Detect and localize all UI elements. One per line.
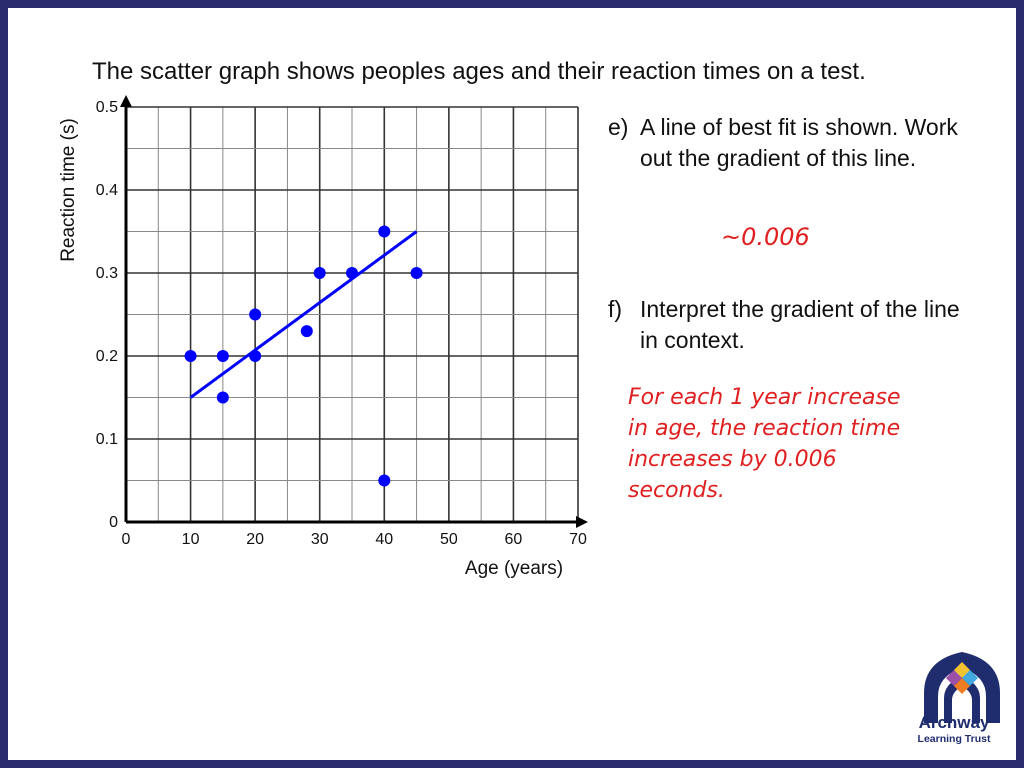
data-point [313, 267, 326, 279]
question-f-text: Interpret the gradient of the line in co… [640, 296, 960, 353]
data-point [378, 474, 391, 487]
data-point [249, 308, 262, 321]
data-point [184, 350, 197, 362]
chart-axes [120, 95, 588, 528]
x-axis-arrow [576, 516, 588, 528]
x-tick-label: 10 [182, 531, 200, 548]
answer-e: ~0.006 [721, 223, 810, 251]
logo-name: Archway [918, 713, 990, 732]
y-axis-arrow [120, 95, 132, 107]
data-points [184, 225, 423, 487]
answer-f-line: For each 1 year increase [628, 385, 901, 410]
best-fit-layer [189, 230, 418, 399]
data-point [300, 325, 313, 338]
y-tick-label: 0.2 [96, 348, 118, 365]
x-tick-label: 0 [122, 531, 131, 548]
answer-f-line: in age, the reaction time [628, 416, 901, 441]
chart-grid [126, 106, 579, 522]
slide-title: The scatter graph shows peoples ages and… [92, 58, 866, 85]
archway-logo-icon [924, 652, 1000, 723]
data-point [216, 350, 229, 362]
x-tick-label: 70 [569, 531, 587, 548]
y-tick-label: 0.1 [96, 431, 118, 448]
question-f-letter: f) [608, 296, 623, 322]
answer-f-line: increases by 0.006 [628, 447, 837, 472]
answer-f-line: seconds. [628, 478, 725, 503]
question-e-letter: e) [608, 114, 629, 140]
data-point [410, 267, 423, 279]
logo-subtitle: Learning Trust [917, 733, 991, 745]
y-tick-label: 0.5 [96, 99, 118, 116]
x-tick-label: 50 [440, 531, 458, 548]
x-axis-label: Age (years) [465, 558, 563, 579]
chart-tick-labels: 0 10 20 30 40 50 60 70 0 0.1 0.2 0.3 0.4 0.5 [96, 99, 587, 548]
question-e-text: A line of best fit is shown. Work out th… [640, 114, 958, 171]
y-tick-label: 0 [109, 514, 118, 531]
x-tick-label: 20 [246, 531, 264, 548]
x-tick-label: 60 [505, 531, 523, 548]
y-axis-label: Reaction time (s) [58, 118, 79, 262]
x-tick-label: 30 [311, 531, 329, 548]
best-fit-line [189, 230, 418, 399]
data-point [216, 391, 229, 404]
x-tick-label: 40 [375, 531, 393, 548]
data-point [249, 350, 262, 362]
y-tick-label: 0.4 [96, 182, 118, 199]
answer-f: For each 1 year increase in age, the rea… [628, 382, 900, 506]
data-point [346, 267, 358, 279]
slide: The scatter graph shows peoples ages and… [8, 8, 1016, 760]
scatter-chart: 0 10 20 30 40 50 60 70 0 0.1 0.2 0.3 0.4 0.5 Age (yea… [58, 95, 588, 579]
y-tick-label: 0.3 [96, 265, 118, 282]
data-point [378, 225, 391, 238]
